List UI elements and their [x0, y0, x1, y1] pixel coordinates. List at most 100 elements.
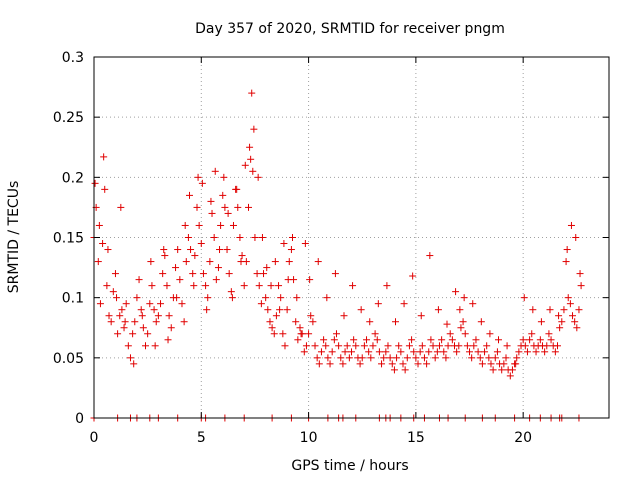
- data-point: [165, 312, 173, 320]
- data-point: [204, 294, 212, 302]
- data-point: [182, 258, 190, 266]
- data-point: [528, 330, 536, 338]
- data-point: [150, 306, 158, 314]
- data-point: [560, 306, 568, 314]
- data-point: [249, 167, 257, 175]
- data-point: [433, 348, 441, 356]
- data-point: [267, 282, 275, 290]
- data-point: [348, 348, 355, 356]
- data-point: [487, 360, 495, 368]
- y-tick-label: 0.05: [53, 351, 84, 367]
- data-point: [207, 197, 215, 205]
- data-point: [324, 354, 332, 362]
- data-point: [393, 354, 401, 362]
- data-point: [562, 258, 570, 266]
- data-point: [383, 282, 391, 290]
- data-point: [198, 179, 206, 187]
- data-point: [463, 342, 471, 350]
- x-tick-label: 15: [407, 430, 425, 446]
- data-point: [444, 342, 452, 350]
- x-tick-label: 0: [90, 430, 99, 446]
- data-point: [173, 294, 181, 302]
- data-point: [96, 300, 104, 308]
- data-point: [529, 306, 537, 314]
- data-point: [409, 272, 417, 280]
- data-point: [148, 282, 156, 290]
- data-point: [331, 270, 339, 278]
- data-point: [117, 203, 125, 211]
- data-point: [547, 336, 555, 344]
- data-point: [287, 246, 295, 254]
- x-axis-label: GPS time / hours: [291, 458, 408, 474]
- data-point: [220, 173, 228, 181]
- data-point: [199, 270, 207, 278]
- data-point: [526, 336, 534, 344]
- data-point: [305, 330, 313, 338]
- data-point: [191, 252, 199, 260]
- data-point: [309, 318, 317, 326]
- data-point: [356, 360, 364, 368]
- x-tick-label: 5: [197, 430, 206, 446]
- data-point: [114, 330, 122, 338]
- data-point: [164, 336, 172, 344]
- data-point: [374, 300, 382, 308]
- axis-ticks: 0 5 10 15 20 0 0.05 0.1 0.15 0.2 0.25 0.3: [53, 50, 609, 446]
- data-point: [365, 348, 373, 356]
- data-point: [157, 300, 165, 308]
- data-point: [431, 354, 439, 362]
- data-point: [211, 167, 219, 175]
- data-point: [253, 270, 261, 278]
- data-point: [358, 354, 366, 362]
- data-point: [116, 312, 124, 320]
- data-point: [313, 354, 321, 362]
- data-point: [476, 354, 484, 362]
- data-point: [246, 143, 254, 151]
- data-point: [206, 258, 214, 266]
- y-tick-label: 0.3: [62, 50, 84, 66]
- data-point: [512, 360, 520, 368]
- data-point: [395, 342, 403, 350]
- x-tick-label: 20: [514, 430, 532, 446]
- grid-lines: [94, 57, 609, 418]
- data-point: [137, 306, 145, 314]
- data-point: [555, 312, 563, 320]
- data-point: [369, 342, 377, 350]
- data-point: [257, 300, 265, 308]
- data-point: [178, 300, 186, 308]
- data-point: [443, 320, 451, 328]
- data-point: [371, 330, 379, 338]
- data-point: [262, 294, 270, 302]
- data-point: [339, 360, 347, 368]
- data-point: [121, 318, 129, 326]
- data-point: [214, 264, 222, 272]
- y-tick-label: 0.15: [53, 231, 84, 247]
- data-point: [384, 342, 392, 350]
- data-point: [297, 330, 305, 338]
- data-point: [426, 252, 434, 260]
- data-point: [250, 125, 258, 133]
- data-point: [486, 330, 494, 338]
- data-point: [468, 354, 476, 362]
- data-point: [408, 336, 416, 344]
- data-point: [285, 258, 293, 266]
- data-point: [477, 318, 485, 326]
- data-point: [323, 294, 331, 302]
- data-point: [563, 246, 571, 254]
- data-point: [276, 306, 284, 314]
- data-point: [104, 246, 112, 254]
- data-point: [152, 318, 160, 326]
- data-point: [194, 173, 202, 181]
- data-point: [382, 348, 390, 356]
- data-point: [572, 234, 580, 241]
- data-point: [197, 240, 205, 248]
- data-point: [208, 209, 216, 217]
- data-point: [100, 153, 108, 161]
- data-point: [502, 354, 510, 362]
- data-point: [130, 360, 138, 368]
- data-point: [185, 191, 193, 199]
- data-point: [418, 342, 426, 350]
- data-point: [405, 342, 413, 350]
- data-point: [135, 276, 143, 284]
- data-point: [427, 336, 435, 344]
- data-point: [138, 312, 146, 320]
